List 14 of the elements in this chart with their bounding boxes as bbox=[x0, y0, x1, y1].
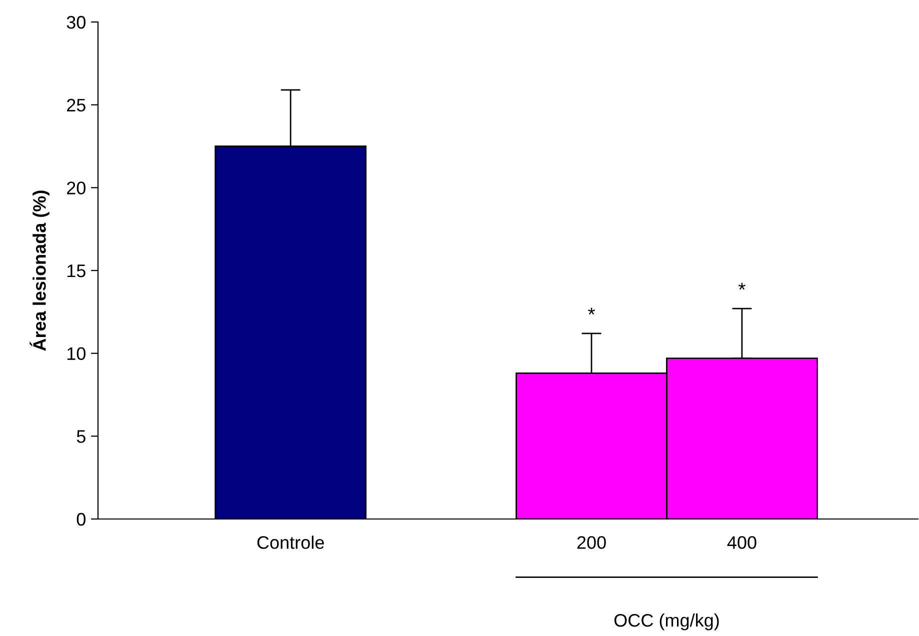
annotation: * bbox=[738, 282, 746, 290]
x-tick-label: 200 bbox=[577, 536, 606, 549]
y-tick-label: 25 bbox=[67, 98, 86, 112]
y-tick-label: 0 bbox=[76, 512, 86, 526]
x-tick-label: 400 bbox=[727, 536, 756, 549]
y-tick-label: 20 bbox=[67, 182, 86, 194]
y-tick-label: 30 bbox=[66, 16, 86, 29]
text: OCC (mg/kg) bbox=[614, 613, 719, 630]
y-axis-title: Área lesionada (%) bbox=[30, 190, 50, 351]
y-tick-label: 10 bbox=[67, 347, 86, 360]
annotation: * bbox=[588, 308, 595, 315]
y-tick-label: 15 bbox=[67, 264, 86, 278]
x-tick-label: Controle bbox=[257, 536, 324, 549]
y-tick-label: 5 bbox=[76, 430, 86, 443]
